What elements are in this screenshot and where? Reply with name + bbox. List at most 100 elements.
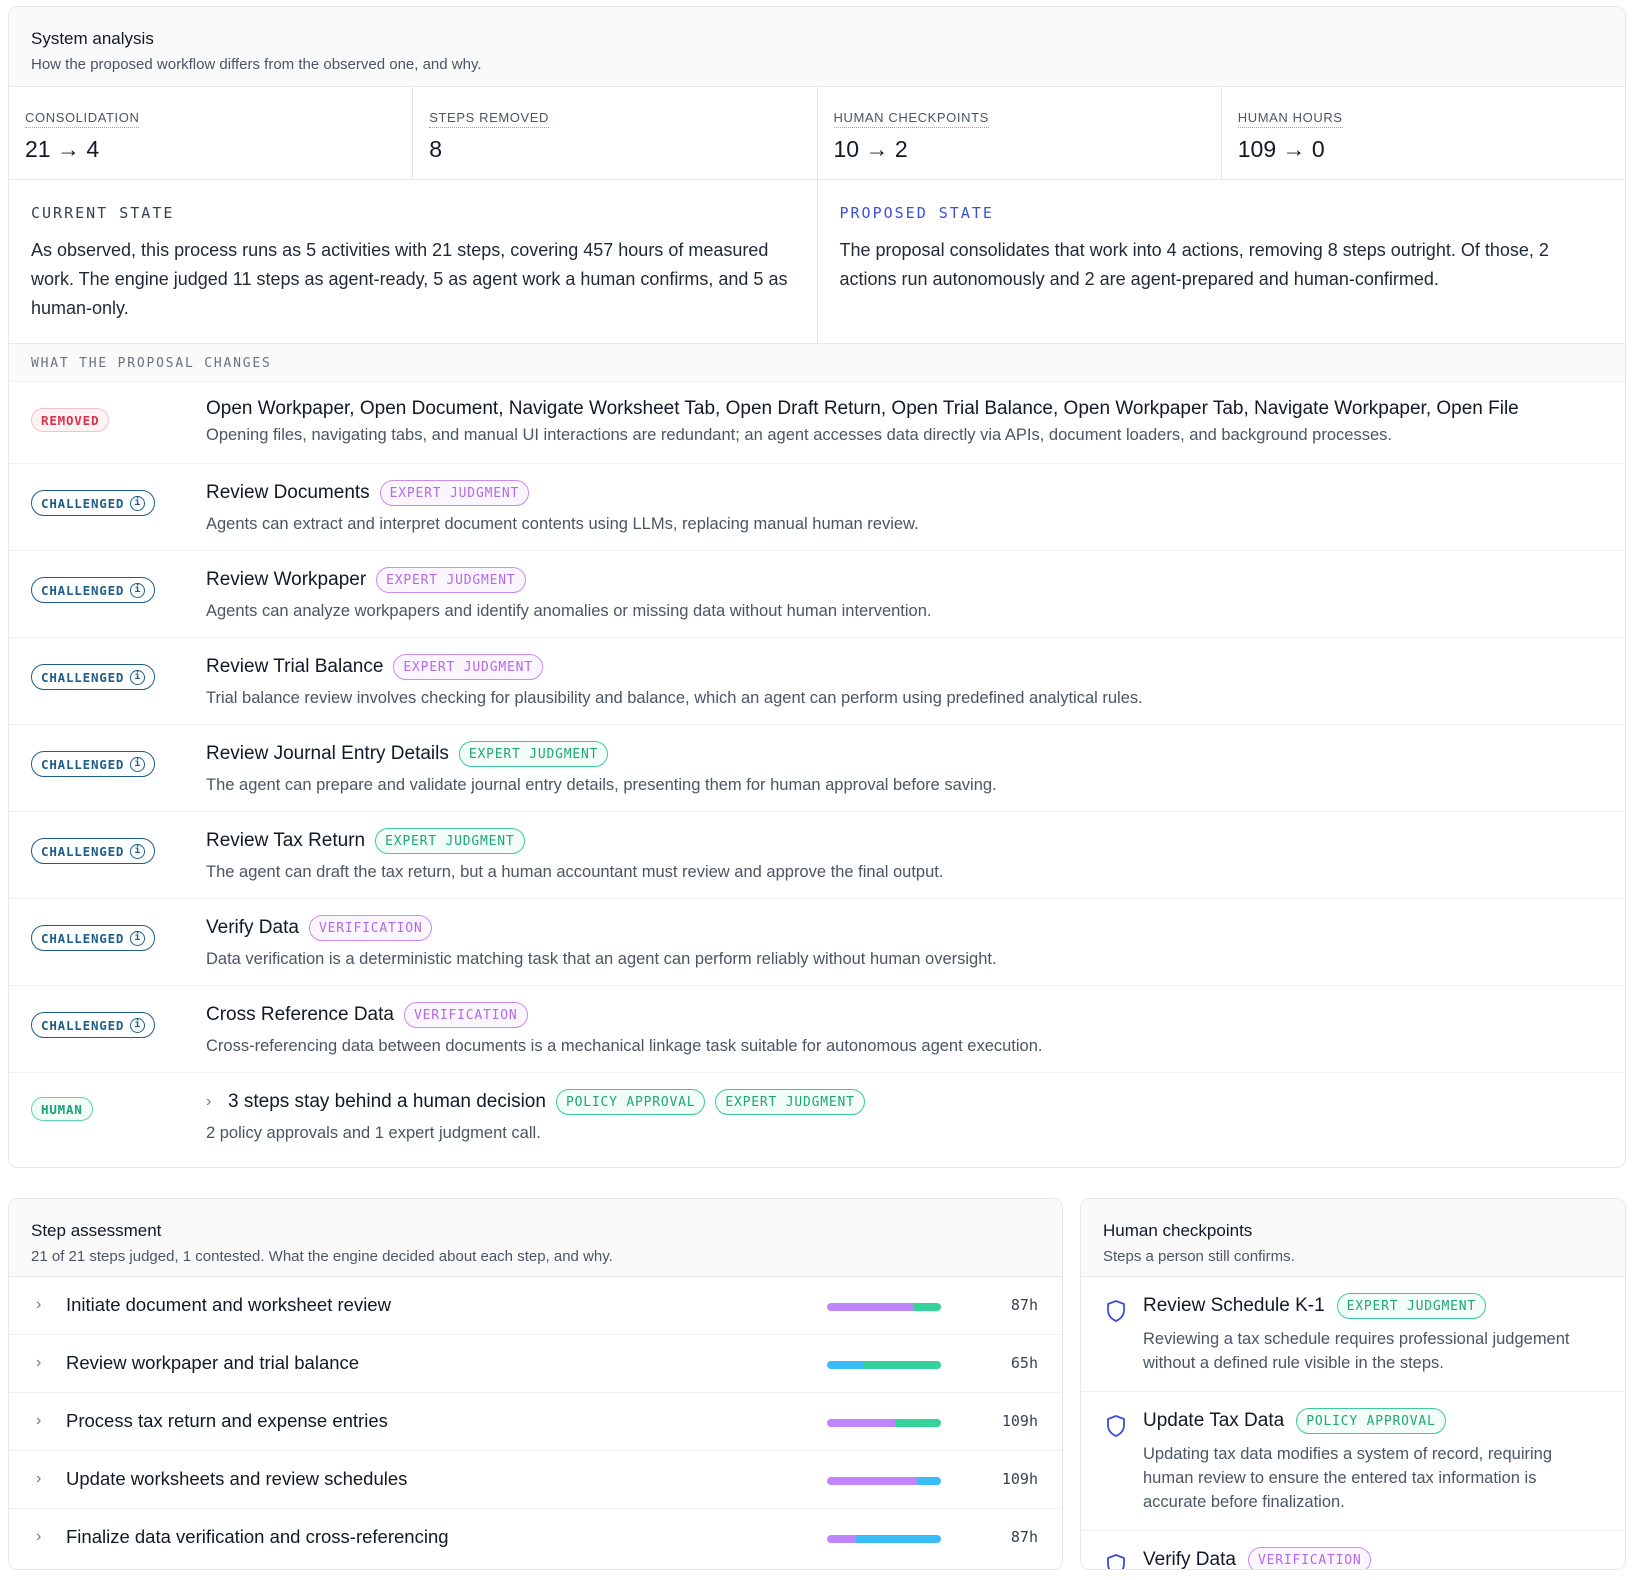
- stat-consolidation: CONSOLIDATION 21 → 4: [9, 87, 414, 179]
- info-icon[interactable]: i: [130, 930, 146, 946]
- change-title-line[interactable]: › 3 steps stay behind a human decision POL…: [206, 1089, 1605, 1115]
- badge-label: CHALLENGED: [41, 582, 125, 598]
- change-row: REMOVED Open Workpaper, Open Document, Na…: [9, 382, 1625, 464]
- changes-header: WHAT THE PROPOSAL CHANGES: [9, 344, 1625, 382]
- current-state-label: CURRENT STATE: [31, 204, 175, 222]
- stat-value: 21 → 4: [25, 136, 100, 162]
- step-row[interactable]: › Update worksheets and review schedules 1…: [9, 1451, 1062, 1509]
- change-row: CHALLENGED i Review Tax Return EXPERT JUDGM…: [9, 812, 1625, 899]
- stat-steps-removed: STEPS REMOVED 8: [413, 87, 818, 179]
- step-name: Update worksheets and review schedules: [66, 1468, 408, 1489]
- checkpoint-title-line: Verify Data VERIFICATION: [1143, 1547, 1603, 1570]
- human-checkpoints-list: Review Schedule K-1 EXPERT JUDGMENT Review…: [1081, 1277, 1625, 1570]
- chevron-right-icon[interactable]: ›: [36, 1354, 42, 1371]
- change-description: Data verification is a deterministic mat…: [206, 950, 997, 968]
- bar-segment: [855, 1535, 941, 1543]
- info-icon[interactable]: i: [130, 843, 146, 859]
- bar-segment: [895, 1419, 941, 1427]
- change-badge-cell: CHALLENGED i: [31, 751, 156, 777]
- stat-label[interactable]: HUMAN CHECKPOINTS: [833, 110, 989, 128]
- challenged-badge[interactable]: CHALLENGED i: [31, 577, 156, 603]
- step-row[interactable]: › Initiate document and worksheet review 8…: [9, 1277, 1062, 1335]
- change-body: › 3 steps stay behind a human decision POL…: [206, 1089, 1605, 1143]
- step-hours: 109h: [1001, 1470, 1038, 1488]
- challenged-badge[interactable]: CHALLENGED i: [31, 925, 156, 951]
- change-title: Review Journal Entry Details: [206, 743, 449, 764]
- category-tag: EXPERT JUDGMENT: [375, 828, 525, 854]
- badge-label: CHALLENGED: [41, 1017, 125, 1033]
- stat-human-hours: HUMAN HOURS 109 → 0: [1222, 87, 1625, 179]
- change-title: Review Tax Return: [206, 830, 366, 851]
- change-title: Review Trial Balance: [206, 656, 384, 677]
- checkpoint-title: Review Schedule K-1: [1143, 1295, 1325, 1316]
- step-hours: 65h: [1010, 1354, 1038, 1372]
- step-breakdown-bar: [827, 1303, 941, 1311]
- badge-label: CHALLENGED: [41, 930, 125, 946]
- change-body: Review Workpaper EXPERT JUDGMENT Agents ca…: [206, 567, 1605, 621]
- challenged-badge[interactable]: CHALLENGED i: [31, 751, 156, 777]
- challenged-badge[interactable]: CHALLENGED i: [31, 1012, 156, 1038]
- removed-badge: REMOVED: [31, 408, 110, 432]
- system-analysis-subtitle: How the proposed workflow differs from t…: [31, 56, 482, 73]
- info-icon[interactable]: i: [130, 582, 146, 598]
- checkpoint-title: Verify Data: [1143, 1549, 1236, 1570]
- change-title: Open Workpaper, Open Document, Navigate …: [206, 398, 1519, 419]
- change-title: Review Documents: [206, 482, 370, 503]
- challenged-badge[interactable]: CHALLENGED i: [31, 664, 156, 690]
- stat-value: 10 → 2: [833, 136, 908, 162]
- challenged-badge[interactable]: CHALLENGED i: [31, 838, 156, 864]
- info-icon[interactable]: i: [130, 1017, 146, 1033]
- info-icon[interactable]: i: [130, 756, 146, 772]
- stat-label[interactable]: CONSOLIDATION: [25, 110, 140, 128]
- change-body: Review Trial Balance EXPERT JUDGMENT Trial…: [206, 654, 1605, 708]
- current-state: CURRENT STATE As observed, this process …: [9, 180, 818, 343]
- category-tag: VERIFICATION: [308, 915, 433, 941]
- change-title-line: Review Workpaper EXPERT JUDGMENT: [206, 567, 1605, 593]
- stat-label[interactable]: STEPS REMOVED: [429, 110, 550, 128]
- step-row[interactable]: › Finalize data verification and cross-re…: [9, 1509, 1062, 1567]
- step-row[interactable]: › Review workpaper and trial balance 65h: [9, 1335, 1062, 1393]
- step-row[interactable]: › Process tax return and expense entries 1…: [9, 1393, 1062, 1451]
- chevron-right-icon[interactable]: ›: [206, 1093, 212, 1110]
- chevron-right-icon[interactable]: ›: [36, 1470, 42, 1487]
- step-hours: 109h: [1001, 1412, 1038, 1430]
- challenged-badge[interactable]: CHALLENGED i: [31, 490, 156, 516]
- stat-label[interactable]: HUMAN HOURS: [1237, 110, 1343, 128]
- change-badge-cell: CHALLENGED i: [31, 490, 156, 516]
- change-description: Cross-referencing data between documents…: [206, 1037, 1043, 1055]
- category-tag: POLICY APPROVAL: [1296, 1408, 1446, 1434]
- human-checkpoints-title: Human checkpoints: [1103, 1221, 1253, 1240]
- chevron-right-icon[interactable]: ›: [36, 1412, 42, 1429]
- badge-label: CHALLENGED: [41, 669, 125, 685]
- badge-label: HUMAN: [41, 1101, 83, 1117]
- category-tag: EXPERT JUDGMENT: [379, 480, 530, 506]
- change-body: Cross Reference Data VERIFICATION Cross-re…: [206, 1002, 1605, 1056]
- change-badge-cell: HUMAN: [31, 1097, 93, 1121]
- chevron-right-icon[interactable]: ›: [36, 1296, 42, 1313]
- change-description: The agent can draft the tax return, but …: [206, 863, 944, 881]
- checkpoint-item: Verify Data VERIFICATION: [1081, 1531, 1625, 1570]
- chevron-right-icon[interactable]: ›: [36, 1528, 42, 1545]
- change-badge-cell: CHALLENGED i: [31, 1012, 156, 1038]
- step-assessment-subtitle: 21 of 21 steps judged, 1 contested. What…: [31, 1248, 613, 1265]
- category-tag: POLICY APPROVAL: [555, 1089, 706, 1115]
- info-icon[interactable]: i: [130, 495, 146, 511]
- change-title-line: Review Tax Return EXPERT JUDGMENT: [206, 828, 1605, 854]
- info-icon[interactable]: i: [130, 669, 146, 685]
- change-title: Review Workpaper: [206, 569, 367, 590]
- change-description: 2 policy approvals and 1 expert judgment…: [206, 1124, 541, 1142]
- checkpoint-item: Update Tax Data POLICY APPROVAL Updating t…: [1081, 1392, 1625, 1531]
- step-name: Finalize data verification and cross-ref…: [66, 1526, 449, 1547]
- change-row: CHALLENGED i Review Workpaper EXPERT JUDGME…: [9, 551, 1625, 638]
- change-badge-cell: CHALLENGED i: [31, 664, 156, 690]
- change-title-line: Verify Data VERIFICATION: [206, 915, 1605, 941]
- shield-icon: [1107, 1554, 1125, 1569]
- states-row: CURRENT STATE As observed, this process …: [9, 180, 1625, 344]
- change-title-line: Review Journal Entry Details EXPERT JUDGM…: [206, 741, 1605, 767]
- change-badge-cell: REMOVED: [31, 408, 110, 432]
- category-tag: EXPERT JUDGMENT: [458, 741, 609, 767]
- system-analysis-header: System analysis How the proposed workflo…: [9, 7, 1625, 87]
- human-checkpoints-subtitle: Steps a person still confirms.: [1103, 1248, 1295, 1265]
- step-breakdown-bar: [827, 1477, 941, 1485]
- change-row: CHALLENGED i Review Trial Balance EXPERT JU…: [9, 638, 1625, 725]
